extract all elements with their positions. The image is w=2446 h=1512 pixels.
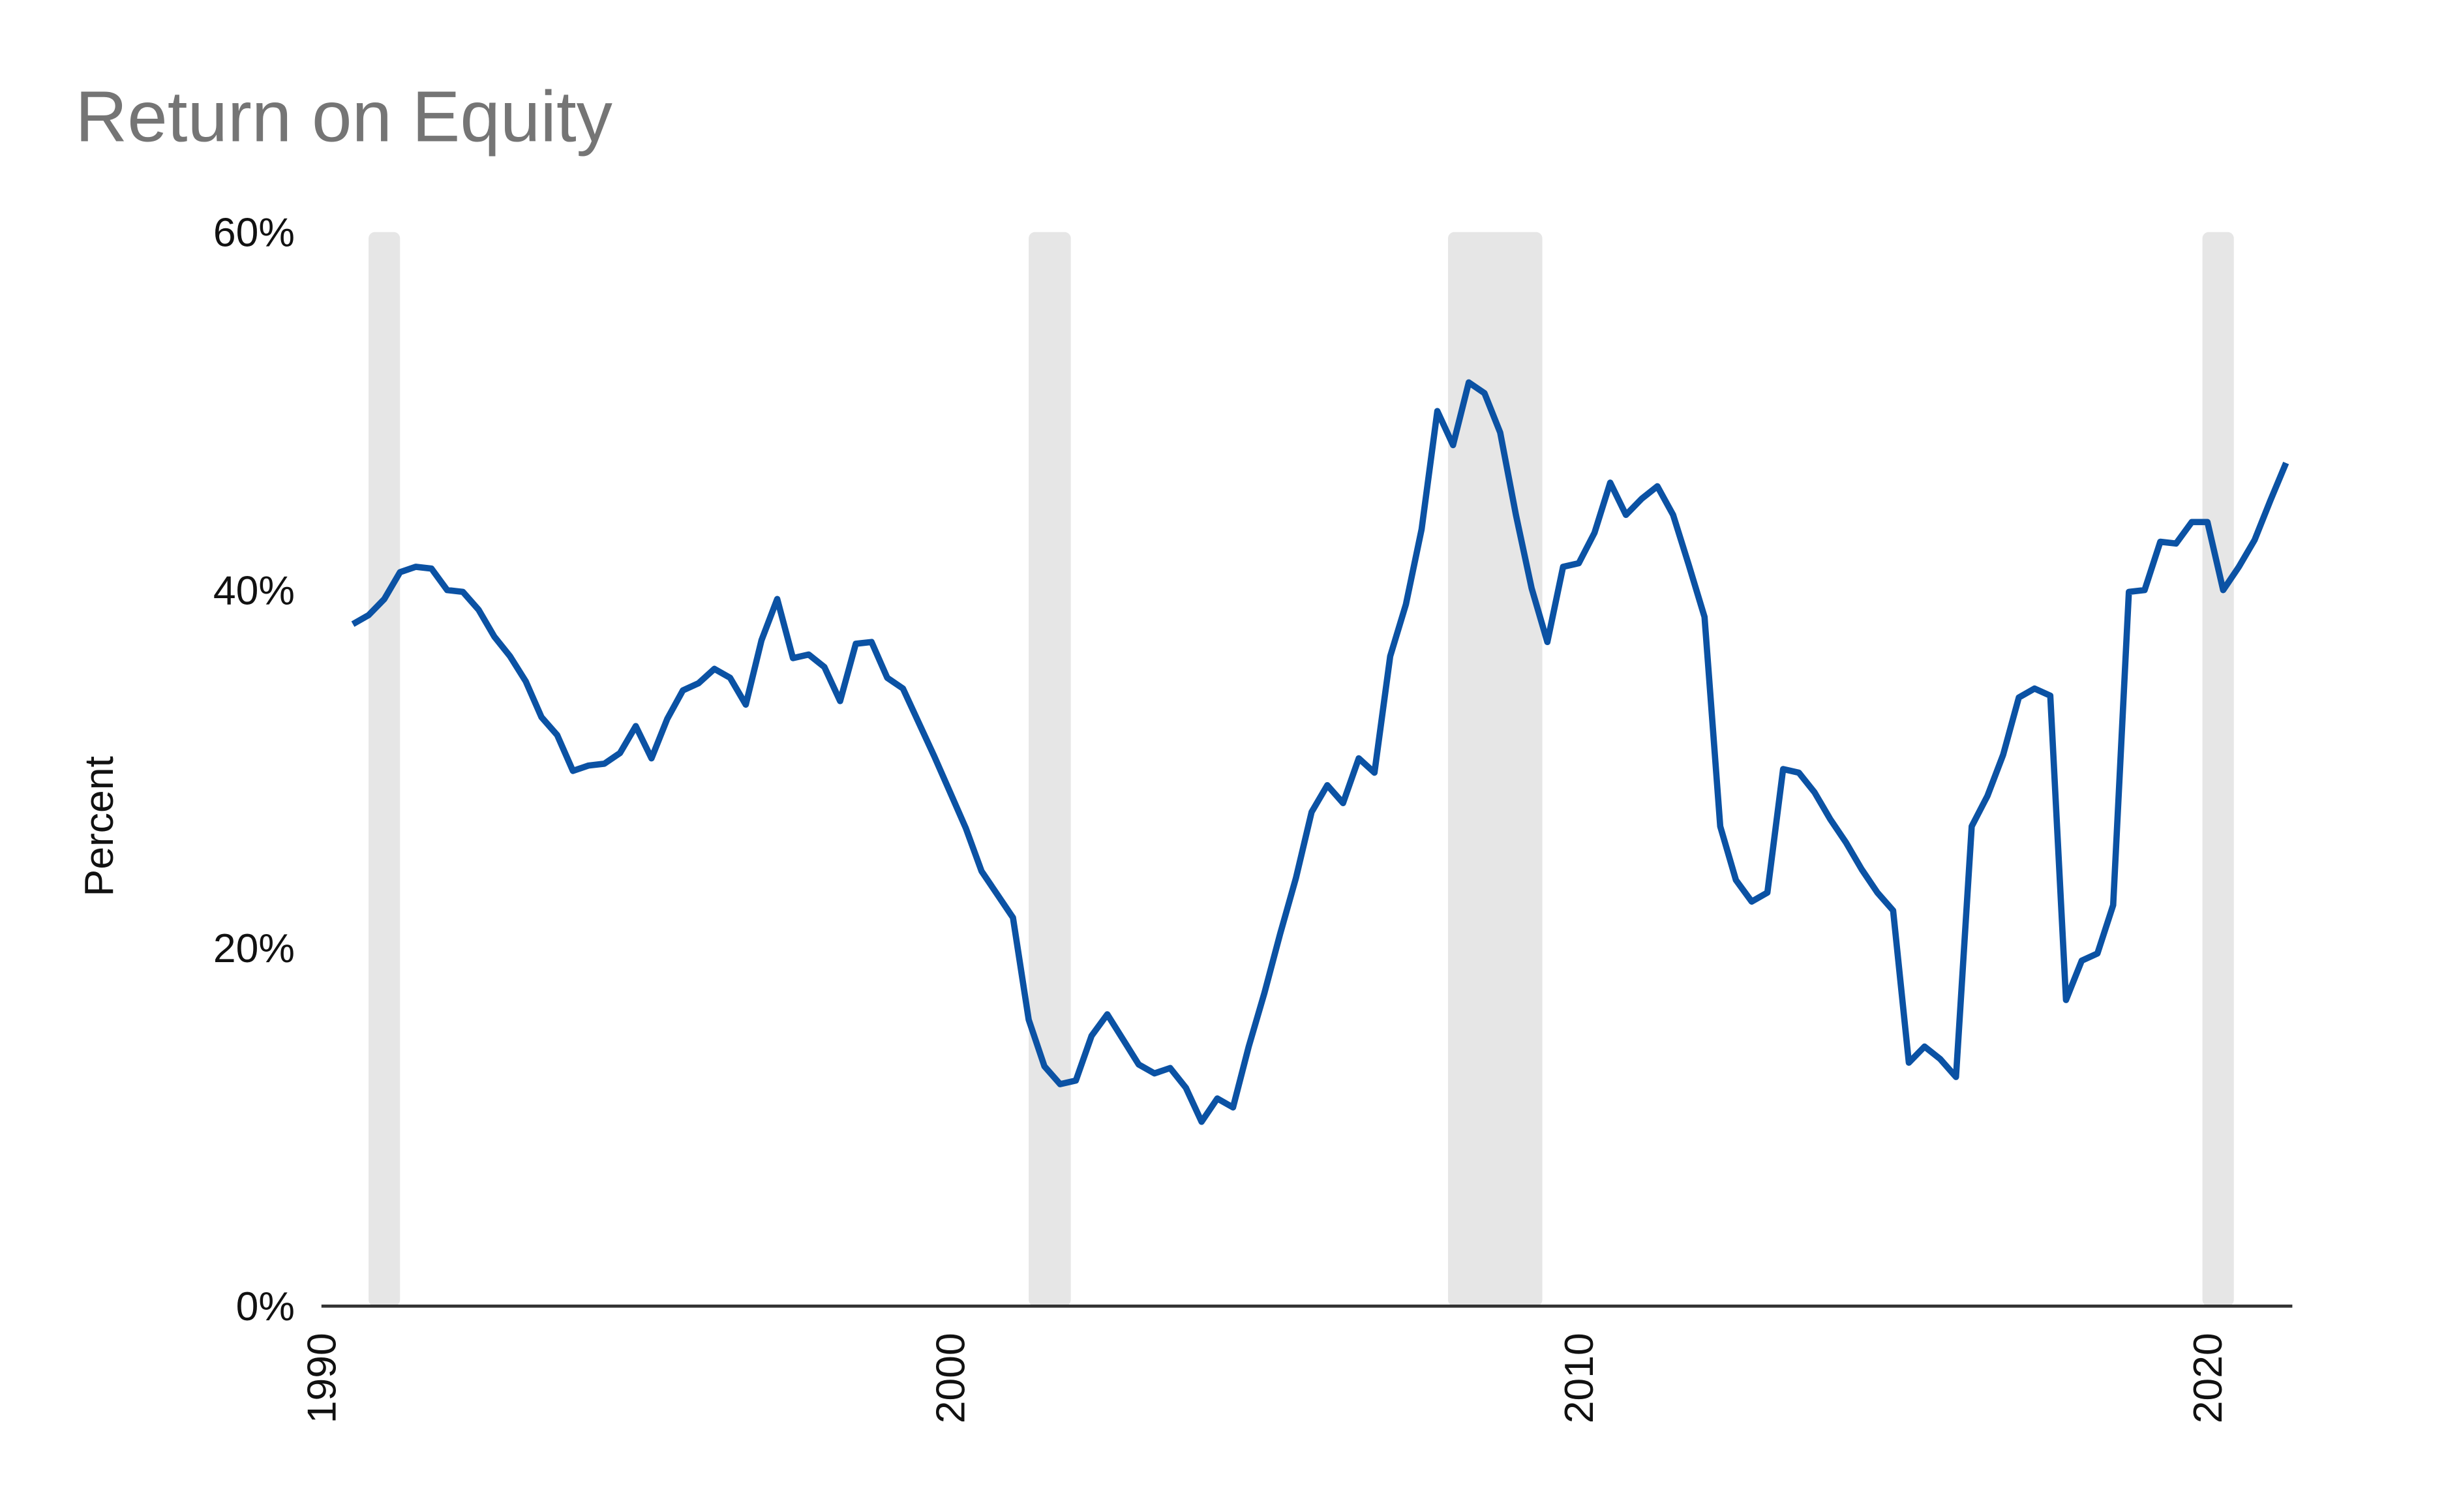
- y-tick-label: 40%: [213, 567, 295, 613]
- x-tick-label: 2000: [928, 1333, 973, 1423]
- chart-title: Return on Equity: [75, 76, 612, 157]
- recession-band: [1447, 232, 1543, 1307]
- x-tick-label: 1990: [299, 1333, 344, 1423]
- recession-band: [2202, 232, 2234, 1307]
- y-tick-label: 20%: [213, 926, 295, 971]
- y-tick-label: 60%: [213, 209, 295, 255]
- y-tick-label: 0%: [236, 1284, 295, 1329]
- x-tick-label: 2020: [2185, 1333, 2231, 1423]
- recession-band: [1029, 232, 1071, 1307]
- recession-band: [369, 232, 400, 1307]
- y-axis-label: Percent: [76, 756, 122, 896]
- x-tick-label: 2010: [1556, 1333, 1602, 1423]
- line-series: [351, 379, 2289, 1125]
